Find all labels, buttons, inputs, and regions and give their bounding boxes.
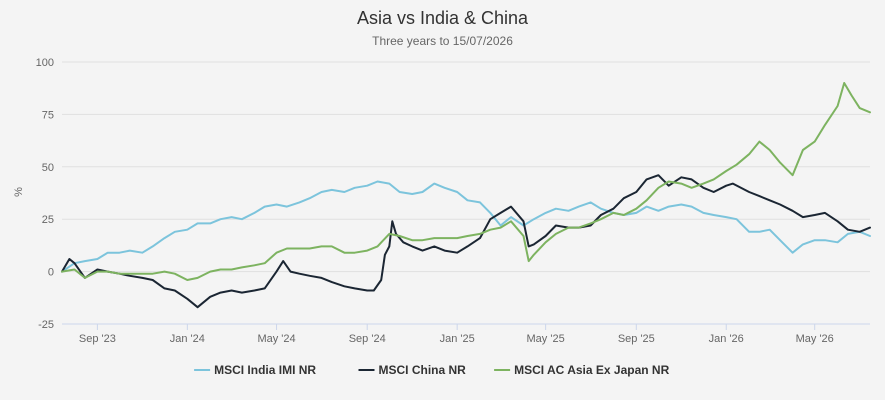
- series-line-1: [61, 180, 871, 273]
- legend-item[interactable]: MSCI China NR: [358, 363, 467, 377]
- y-tick-label: 75: [42, 109, 54, 121]
- x-tick-label: May '25: [527, 333, 565, 345]
- x-tick-label: Sep '23: [79, 333, 116, 345]
- y-tick-label: 100: [36, 57, 54, 69]
- series-line-3: [61, 82, 871, 281]
- x-axis-ticks: Sep '23 Jan '24 May '24 Sep '24 Jan '25 May '…: [79, 324, 834, 345]
- x-tick-label: Sep '24: [349, 333, 386, 345]
- y-tick-label: 0: [48, 267, 54, 279]
- y-axis-label: %: [13, 187, 25, 197]
- legend-label: MSCI India IMI NR: [214, 363, 316, 377]
- y-tick-label: 25: [42, 214, 54, 226]
- chart-title: Asia vs India & China: [357, 8, 529, 28]
- x-tick-label: May '24: [257, 333, 295, 345]
- x-tick-label: Sep '25: [618, 333, 655, 345]
- x-tick-label: Jan '24: [170, 333, 205, 345]
- y-tick-label: 50: [42, 162, 54, 174]
- series-line-2: [61, 174, 871, 309]
- legend-label: MSCI China NR: [379, 363, 467, 377]
- legend: MSCI India IMI NR MSCI China NR MSCI AC As…: [194, 363, 670, 377]
- x-tick-label: Jan '25: [440, 333, 475, 345]
- y-axis-ticks: -25 0 25 50 75 100: [36, 57, 54, 331]
- x-tick-label: May '26: [796, 333, 834, 345]
- series-lines: [61, 82, 871, 309]
- grid-lines: [62, 61, 870, 325]
- legend-item[interactable]: MSCI India IMI NR: [194, 363, 316, 377]
- x-tick-label: Jan '26: [709, 333, 744, 345]
- chart-subtitle: Three years to 15/07/2026: [372, 34, 513, 48]
- y-tick-label: -25: [38, 319, 54, 331]
- legend-label: MSCI AC Asia Ex Japan NR: [514, 363, 669, 377]
- legend-item[interactable]: MSCI AC Asia Ex Japan NR: [494, 363, 670, 377]
